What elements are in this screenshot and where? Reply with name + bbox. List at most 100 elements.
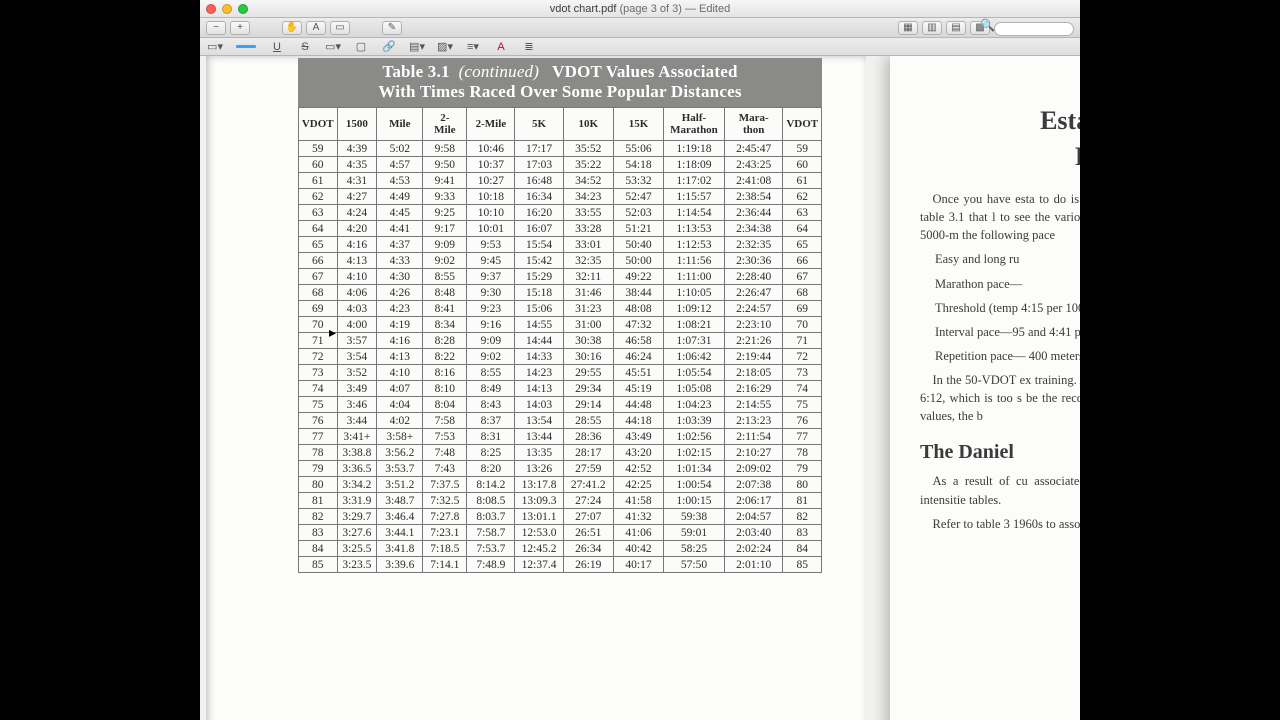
- search-field[interactable]: 🔍: [994, 19, 1074, 37]
- search-input[interactable]: [994, 22, 1074, 36]
- table-cell: 7:48: [423, 445, 467, 461]
- table-cell: 3:31.9: [337, 493, 377, 509]
- table-cell: 41:32: [613, 509, 663, 525]
- strikethrough-tool[interactable]: S: [298, 41, 312, 53]
- table-cell: 8:04: [423, 397, 467, 413]
- table-cell: 8:48: [423, 285, 467, 301]
- table-cell: 26:34: [563, 541, 613, 557]
- table-cell: 10:27: [467, 173, 515, 189]
- border-dropdown[interactable]: ≡▾: [466, 41, 480, 53]
- close-button[interactable]: [206, 4, 216, 14]
- table-cell: 59: [299, 141, 338, 157]
- table-cell: 2:19:44: [724, 349, 783, 365]
- table-cell: 4:30: [377, 269, 423, 285]
- table-row: 793:36.53:53.77:438:2013:2627:5942:521:0…: [299, 461, 822, 477]
- col-header: Mile: [377, 108, 423, 141]
- shapes-dropdown[interactable]: ▭▾: [208, 41, 222, 53]
- zoom-in-button[interactable]: +: [230, 21, 250, 35]
- table-cell: 7:27.8: [423, 509, 467, 525]
- table-cell: 16:07: [515, 221, 563, 237]
- table-cell: 3:38.8: [337, 445, 377, 461]
- table-row: 853:23.53:39.67:14.17:48.912:37.426:1940…: [299, 557, 822, 573]
- highlight-tool[interactable]: [236, 45, 256, 48]
- table-cell: 63: [783, 205, 822, 221]
- mask-tool[interactable]: ▤▾: [410, 41, 424, 53]
- view-mode-2-button[interactable]: ▥: [922, 21, 942, 35]
- right-para-4: Refer to table 3 1960s to associat perfo…: [920, 515, 1080, 533]
- table-cell: 12:45.2: [515, 541, 563, 557]
- table-cell: 13:17.8: [515, 477, 563, 493]
- table-cell: 40:42: [613, 541, 663, 557]
- line-style-dropdown[interactable]: ▨▾: [438, 41, 452, 53]
- table-cell: 2:01:10: [724, 557, 783, 573]
- view-mode-3-button[interactable]: ▤: [946, 21, 966, 35]
- table-cell: 2:10:27: [724, 445, 783, 461]
- rect-select-button[interactable]: ▭: [330, 21, 350, 35]
- table-cell: 15:06: [515, 301, 563, 317]
- table-cell: 4:57: [377, 157, 423, 173]
- minimize-button[interactable]: [222, 4, 232, 14]
- table-cell: 71: [299, 333, 338, 349]
- zoom-out-button[interactable]: −: [206, 21, 226, 35]
- table-cell: 3:51.2: [377, 477, 423, 493]
- table-cell: 4:03: [337, 301, 377, 317]
- table-cell: 10:10: [467, 205, 515, 221]
- link-tool[interactable]: 🔗: [382, 41, 396, 53]
- table-cell: 46:58: [613, 333, 663, 349]
- zoom-button[interactable]: [238, 4, 248, 14]
- table-cell: 40:17: [613, 557, 663, 573]
- text-style-button[interactable]: A: [494, 41, 508, 53]
- table-cell: 2:34:38: [724, 221, 783, 237]
- table-cell: 17:03: [515, 157, 563, 173]
- table-cell: 3:44.1: [377, 525, 423, 541]
- table-cell: 3:41+: [337, 429, 377, 445]
- table-cell: 62: [299, 189, 338, 205]
- table-cell: 50:00: [613, 253, 663, 269]
- table-cell: 2:28:40: [724, 269, 783, 285]
- annotate-button[interactable]: ✎: [382, 21, 402, 35]
- table-cell: 44:48: [613, 397, 663, 413]
- table-cell: 58:25: [664, 541, 725, 557]
- table-cell: 15:42: [515, 253, 563, 269]
- table-cell: 4:00: [337, 317, 377, 333]
- table-cell: 2:07:38: [724, 477, 783, 493]
- list-tool[interactable]: ≣: [522, 41, 536, 53]
- table-cell: 16:34: [515, 189, 563, 205]
- vdot-table: VDOT1500Mile2-Mile2-Mile5K10K15KHalf-Mar…: [298, 107, 822, 573]
- table-cell: 16:48: [515, 173, 563, 189]
- table-cell: 2:30:36: [724, 253, 783, 269]
- table-cell: 41:58: [613, 493, 663, 509]
- box-tool[interactable]: ▢: [354, 41, 368, 53]
- table-cell: 2:38:54: [724, 189, 783, 205]
- table-cell: 33:55: [563, 205, 613, 221]
- right-heading-2: Fro: [920, 142, 1080, 172]
- table-row: 713:574:168:289:0914:4430:3846:581:07:31…: [299, 333, 822, 349]
- table-cell: 8:10: [423, 381, 467, 397]
- note-tool[interactable]: ▭▾: [326, 41, 340, 53]
- table-row: 823:29.73:46.47:27.88:03.713:01.127:0741…: [299, 509, 822, 525]
- table-row: 614:314:539:4110:2716:4834:5253:321:17:0…: [299, 173, 822, 189]
- underline-tool[interactable]: U: [270, 41, 284, 53]
- text-select-button[interactable]: A: [306, 21, 326, 35]
- table-cell: 29:55: [563, 365, 613, 381]
- col-header: 2-Mile: [423, 108, 467, 141]
- table-cell: 67: [299, 269, 338, 285]
- table-cell: 4:41: [377, 221, 423, 237]
- table-cell: 5:02: [377, 141, 423, 157]
- table-cell: 13:44: [515, 429, 563, 445]
- table-cell: 2:06:17: [724, 493, 783, 509]
- document-viewport[interactable]: Table 3.1 (continued) VDOT Values Associ…: [200, 56, 1080, 720]
- table-cell: 3:25.5: [337, 541, 377, 557]
- table-cell: 8:08.5: [467, 493, 515, 509]
- hand-tool-button[interactable]: ✋: [282, 21, 302, 35]
- right-bullet-1: Easy and long ru: [935, 250, 1080, 268]
- preview-window: vdot chart.pdf (page 3 of 3) — Edited − …: [200, 0, 1080, 720]
- table-cell: 27:24: [563, 493, 613, 509]
- table-cell: 27:59: [563, 461, 613, 477]
- table-cell: 3:46.4: [377, 509, 423, 525]
- table-cell: 71: [783, 333, 822, 349]
- table-cell: 7:14.1: [423, 557, 467, 573]
- view-mode-1-button[interactable]: ▦: [898, 21, 918, 35]
- table-cell: 60: [299, 157, 338, 173]
- table-cell: 4:13: [337, 253, 377, 269]
